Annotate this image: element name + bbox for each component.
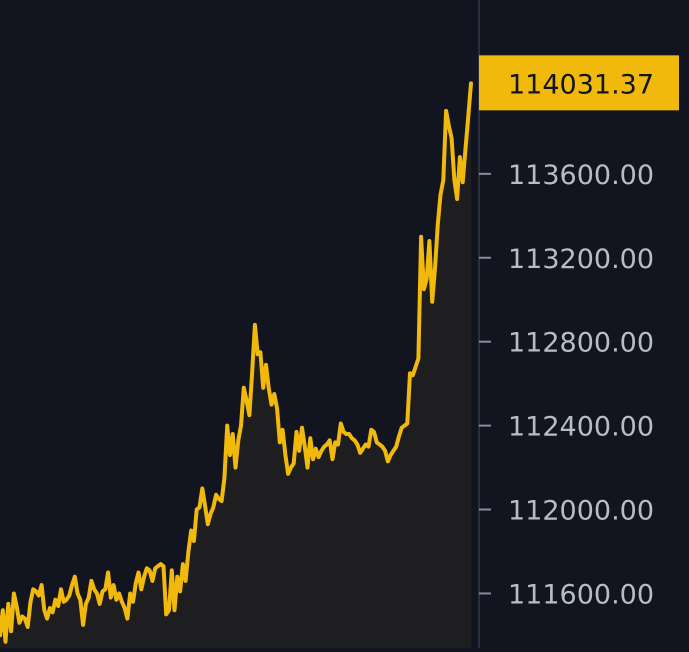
y-tick-label: 112400.00 <box>508 412 654 443</box>
y-tick-label: 113200.00 <box>508 244 654 275</box>
price-line <box>0 81 473 644</box>
price-area-fill <box>0 83 471 648</box>
y-tick-label: 111600.00 <box>508 579 654 610</box>
y-tick-label: 112800.00 <box>508 328 654 359</box>
y-tick-label: 113600.00 <box>508 160 654 191</box>
last-price-label: 114031.37 <box>508 69 654 100</box>
y-tick-label: 112000.00 <box>508 496 654 527</box>
last-price-badge <box>479 55 679 111</box>
